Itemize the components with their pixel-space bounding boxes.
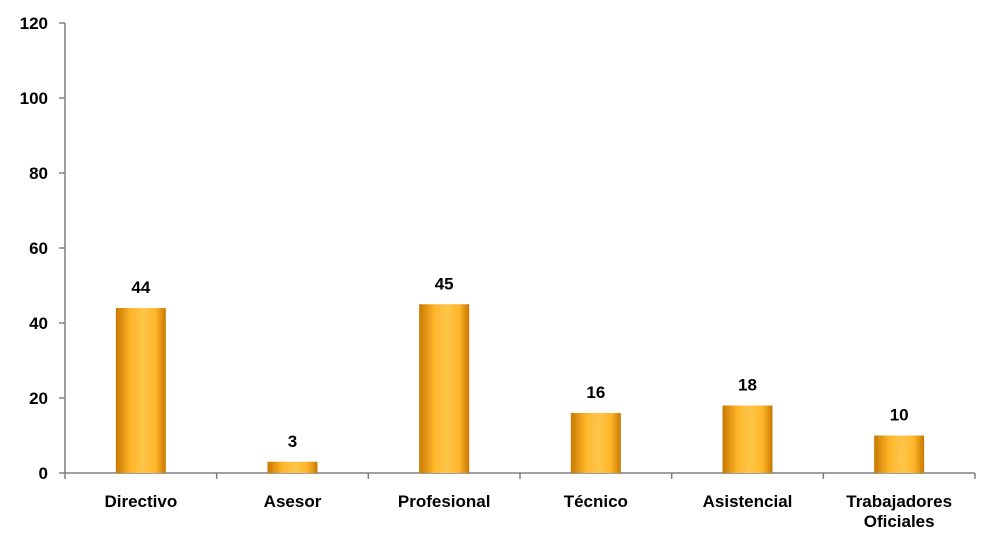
bar bbox=[115, 308, 166, 473]
y-tick-label: 100 bbox=[20, 89, 48, 108]
data-label: 45 bbox=[435, 274, 454, 293]
category-label: Directivo bbox=[104, 492, 177, 511]
data-label: 3 bbox=[288, 432, 297, 451]
category-label-line: Asesor bbox=[264, 492, 322, 511]
data-label: 16 bbox=[586, 383, 605, 402]
category-label-line: Directivo bbox=[104, 492, 177, 511]
bar bbox=[570, 413, 621, 473]
y-tick-label: 60 bbox=[29, 239, 48, 258]
bar bbox=[874, 435, 925, 473]
category-label: Profesional bbox=[398, 492, 491, 511]
y-tick-label: 80 bbox=[29, 164, 48, 183]
y-tick-label: 40 bbox=[29, 314, 48, 333]
category-label-line: Oficiales bbox=[864, 512, 935, 531]
y-tick-label: 120 bbox=[20, 14, 48, 33]
bar bbox=[722, 405, 773, 473]
category-label-line: Técnico bbox=[564, 492, 628, 511]
category-label-line: Asistencial bbox=[703, 492, 793, 511]
category-label: Técnico bbox=[564, 492, 628, 511]
category-label: Asesor bbox=[264, 492, 322, 511]
category-label-line: Trabajadores bbox=[846, 492, 952, 511]
data-label: 44 bbox=[131, 278, 150, 297]
data-label: 18 bbox=[738, 376, 757, 395]
category-label-line: Profesional bbox=[398, 492, 491, 511]
y-tick-label: 0 bbox=[39, 464, 48, 483]
y-tick-label: 20 bbox=[29, 389, 48, 408]
data-label: 10 bbox=[890, 406, 909, 425]
category-label: Trabajadores Oficiales bbox=[846, 492, 952, 531]
category-label: Asistencial bbox=[703, 492, 793, 511]
bar bbox=[419, 304, 470, 473]
bar bbox=[267, 461, 318, 473]
